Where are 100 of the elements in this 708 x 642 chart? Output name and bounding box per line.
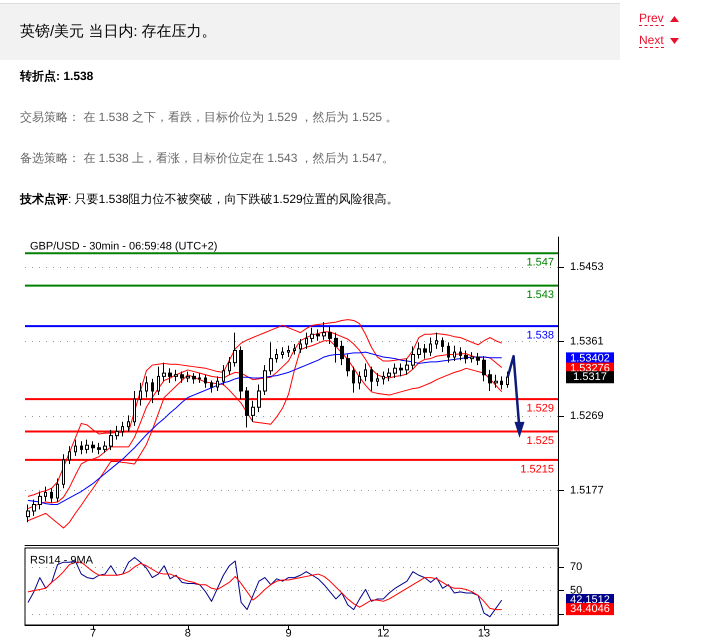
chart-subtitle: GBP/USD - 30min - 06:59:48 (UTC+2) (30, 240, 218, 252)
candlestick (38, 491, 42, 510)
candlestick (228, 356, 231, 376)
text: Next (639, 33, 664, 48)
candlestick (364, 362, 367, 382)
candlestick (56, 478, 59, 503)
text: 技术点评: 只要1.538阻力位不被突破，向下跌破1.529位置的风险很高。 (20, 191, 399, 208)
candlestick (310, 327, 314, 343)
candlestick (245, 386, 249, 428)
candlestick (168, 368, 172, 384)
candlestick (482, 356, 486, 382)
candlestick (162, 362, 166, 382)
candlestick (346, 354, 350, 377)
candlestick (459, 346, 462, 361)
ref-line-label: 1.547 (526, 256, 554, 269)
candlestick (358, 371, 361, 390)
candlestick (281, 346, 284, 360)
candlestick (429, 337, 432, 357)
candlestick (151, 378, 154, 404)
candlestick (263, 364, 267, 396)
candlestick (370, 366, 373, 392)
y-tick-label: 70 (570, 560, 582, 573)
candlestick (423, 343, 427, 360)
candlestick (488, 369, 492, 392)
candlestick (382, 371, 385, 386)
candlestick (74, 439, 77, 456)
candlestick (399, 362, 403, 377)
ref-line-label: 1.538 (526, 330, 554, 342)
text: 转折点: 1.538 (20, 68, 94, 85)
candlestick (50, 488, 53, 504)
candlestick (435, 332, 438, 350)
candlestick (62, 454, 65, 489)
candlestick (334, 332, 338, 364)
text: 备选策略： 在 1.538 上，看涨，目标价位定在 1.543 ，然后为 1.547。 (20, 150, 394, 167)
candlestick (251, 400, 255, 422)
candlestick (186, 371, 190, 383)
candlestick (506, 371, 509, 388)
text: 34.4046 (570, 603, 610, 616)
y-tick-label: 1.5361 (570, 336, 604, 348)
candlestick (109, 429, 113, 451)
candlestick (287, 345, 290, 358)
candlestick (405, 358, 409, 376)
candlestick (121, 421, 124, 437)
candlestick (68, 446, 71, 464)
ref-line-label: 1.525 (526, 435, 554, 448)
candlestick (216, 376, 219, 392)
text: 1.53402 (570, 352, 610, 364)
candlestick (85, 439, 89, 454)
candlestick (476, 352, 480, 366)
candlestick (239, 346, 243, 400)
candlestick (387, 368, 391, 382)
candlestick (91, 440, 95, 454)
y-tick-label: 1.5269 (570, 410, 604, 422)
candlestick (305, 332, 308, 350)
candlestick (447, 342, 450, 364)
candlestick (139, 382, 142, 406)
candlestick (198, 372, 201, 384)
candlestick (411, 346, 415, 370)
candlestick (97, 442, 101, 455)
candlestick (222, 364, 225, 386)
candlestick (340, 340, 344, 366)
candlestick (417, 342, 421, 360)
x-tick-label: 8 (184, 628, 191, 640)
candlestick (133, 390, 136, 426)
candlestick (257, 384, 261, 413)
ref-line-label: 1.543 (526, 289, 554, 302)
line-series (27, 556, 502, 618)
candlestick (441, 337, 444, 353)
candlestick (293, 343, 296, 356)
candlestick (210, 380, 213, 394)
ref-line-label: 1.5215 (520, 463, 554, 476)
candlestick (464, 350, 468, 364)
candlestick (103, 440, 107, 454)
candlestick (174, 369, 178, 382)
candlestick (180, 371, 184, 384)
candlestick (328, 326, 332, 344)
candlestick (500, 376, 503, 390)
candlestick (494, 374, 498, 388)
candlestick (204, 374, 207, 388)
candlestick (80, 440, 83, 455)
candlestick (233, 332, 237, 368)
x-tick-label: 9 (285, 628, 292, 640)
candlestick (32, 499, 36, 516)
candlestick (192, 372, 196, 384)
candlestick (322, 322, 326, 340)
candlestick (316, 328, 320, 342)
text: 42.1512 (570, 594, 610, 606)
chart-title: 英镑/美元 当日内: 存在压力。 (20, 22, 217, 41)
x-tick-label: 12 (377, 628, 390, 640)
candlestick (453, 345, 456, 362)
text: RSI14 - 9MA (30, 554, 94, 566)
candlestick (157, 366, 160, 396)
candlestick (470, 352, 474, 364)
candlestick (269, 342, 273, 376)
candlestick (115, 425, 119, 440)
y-tick-label: 1.5177 (570, 484, 604, 497)
candlestick (44, 486, 47, 502)
candlestick (127, 414, 130, 432)
candlestick (376, 372, 379, 387)
y-tick-label: 1.5453 (570, 260, 604, 273)
